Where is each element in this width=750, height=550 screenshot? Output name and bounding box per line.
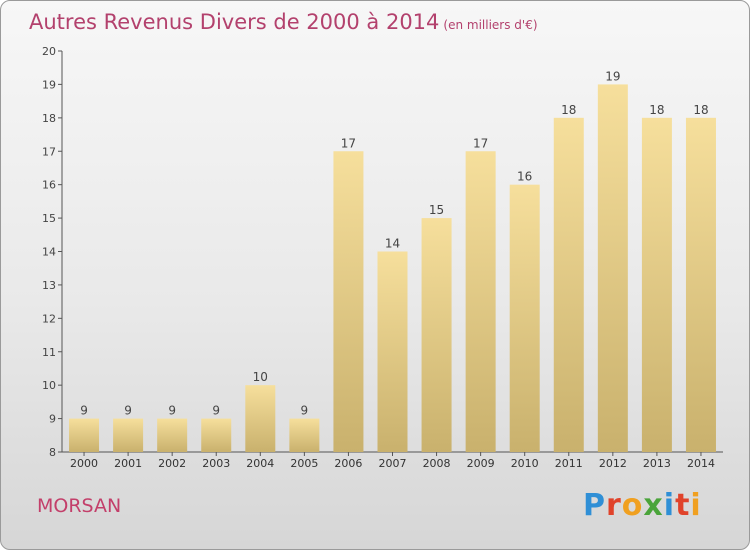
bar-2013 <box>641 117 672 452</box>
y-tick-label: 20 <box>42 45 56 58</box>
y-tick-label: 16 <box>42 179 56 192</box>
x-tick-label: 2004 <box>246 457 274 470</box>
y-tick-label: 14 <box>42 246 56 259</box>
brand-letter: i <box>690 488 702 523</box>
value-label: 10 <box>253 370 268 384</box>
bar-2001 <box>113 418 144 452</box>
brand-letter: P <box>583 488 606 523</box>
brand-letter: x <box>643 488 664 523</box>
bars <box>69 84 716 453</box>
brand-letter: i <box>663 488 676 523</box>
y-tick-label: 13 <box>42 279 56 292</box>
x-tick-label: 2013 <box>643 457 671 470</box>
bar-2004 <box>245 385 276 452</box>
proxiti-logo: Proxiti <box>583 488 702 523</box>
value-label: 9 <box>124 404 132 418</box>
value-label: 17 <box>473 136 488 150</box>
value-label: 17 <box>341 136 356 150</box>
x-tick-label: 2001 <box>114 457 142 470</box>
x-tick-label: 2011 <box>555 457 583 470</box>
bar-2012 <box>597 84 628 453</box>
value-label: 16 <box>517 170 532 184</box>
y-tick-label: 17 <box>42 145 56 158</box>
brand-letter: r <box>606 488 622 523</box>
x-tick-label: 2005 <box>290 457 318 470</box>
bar-2005 <box>289 418 320 452</box>
value-label: 15 <box>429 203 444 217</box>
y-tick-labels: 8 9 10 11 12 13 14 15 16 17 18 19 20 <box>42 45 56 459</box>
bar-2014 <box>685 117 716 452</box>
x-tick-label: 2012 <box>599 457 627 470</box>
x-tick-label: 2007 <box>379 457 407 470</box>
x-tick-label: 2002 <box>158 457 186 470</box>
chart-title: Autres Revenus Divers de 2000 à 2014 (en … <box>29 10 538 34</box>
value-label: 19 <box>605 69 620 83</box>
y-tick-label: 10 <box>42 379 56 392</box>
bar-2010 <box>509 184 540 452</box>
value-label: 14 <box>385 237 400 251</box>
x-tick-label: 2006 <box>334 457 362 470</box>
bar-2007 <box>377 251 408 452</box>
bar-2011 <box>553 117 584 452</box>
brand-letter: t <box>675 488 691 523</box>
bar-2009 <box>465 151 496 452</box>
value-label: 9 <box>80 404 88 418</box>
city-name: MORSAN <box>37 495 122 517</box>
y-tick-label: 12 <box>42 312 56 325</box>
bar-2006 <box>333 151 364 452</box>
y-tick-label: 8 <box>49 446 56 459</box>
y-tick-label: 18 <box>42 112 56 125</box>
bar-2008 <box>421 218 452 452</box>
bar-2003 <box>201 418 232 452</box>
x-tick-label: 2010 <box>511 457 539 470</box>
value-label: 9 <box>168 404 176 418</box>
x-tick-label: 2003 <box>202 457 230 470</box>
x-tick-label: 2009 <box>467 457 495 470</box>
y-tick-label: 15 <box>42 212 56 225</box>
x-tick-label: 2008 <box>423 457 451 470</box>
brand-letter: o <box>621 488 644 523</box>
bar-2000 <box>69 418 100 452</box>
value-label: 18 <box>693 103 708 117</box>
y-tick-label: 9 <box>49 413 56 426</box>
title-text: Autres Revenus Divers de 2000 à 2014 <box>29 10 440 34</box>
x-tick-label: 2014 <box>687 457 715 470</box>
value-label: 18 <box>649 103 664 117</box>
unit-label: (en milliers d'€) <box>443 18 538 32</box>
value-labels: 9 9 9 9 10 9 17 14 15 17 16 18 19 18 18 <box>80 69 708 417</box>
x-tick-label: 2000 <box>70 457 98 470</box>
bar-2002 <box>157 418 188 452</box>
value-label: 18 <box>561 103 576 117</box>
value-label: 9 <box>301 404 309 418</box>
y-tick-label: 19 <box>42 78 56 91</box>
y-tick-label: 11 <box>42 346 56 359</box>
value-label: 9 <box>212 404 220 418</box>
x-tick-labels: 2000 2001 2002 2003 2004 2005 2006 2007 2008 2009… <box>70 457 715 470</box>
